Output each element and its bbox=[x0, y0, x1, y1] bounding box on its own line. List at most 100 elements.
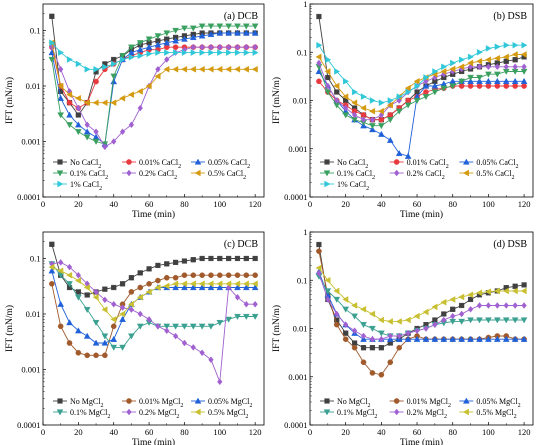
x-tick-label: 80 bbox=[448, 199, 457, 209]
data-point bbox=[216, 65, 223, 73]
data-point bbox=[145, 82, 152, 90]
data-point bbox=[234, 43, 241, 51]
data-point bbox=[155, 65, 161, 73]
data-point bbox=[48, 56, 56, 63]
data-point bbox=[111, 284, 117, 291]
legend-label: 0.5% MgCl2 bbox=[476, 408, 516, 420]
data-point bbox=[119, 304, 126, 311]
data-point bbox=[251, 23, 259, 30]
data-point bbox=[493, 317, 501, 324]
data-point bbox=[450, 59, 457, 67]
panel-d: 0 20 40 60 80 100 120 0.0001 0.001 0.01 0.1 1 Time (… bbox=[271, 227, 534, 445]
data-point bbox=[102, 352, 108, 359]
x-tick-label: 20 bbox=[341, 199, 350, 209]
y-tick-label: 0.01 bbox=[293, 96, 308, 106]
data-point bbox=[360, 332, 367, 340]
data-point bbox=[252, 255, 258, 262]
data-point bbox=[163, 65, 170, 73]
data-point bbox=[127, 300, 135, 308]
data-point bbox=[243, 255, 249, 262]
data-point bbox=[234, 49, 241, 56]
data-point bbox=[325, 82, 331, 90]
legend-item: 0.01% CaCl2 bbox=[122, 158, 181, 170]
data-point bbox=[66, 340, 73, 346]
data-point bbox=[378, 130, 385, 137]
data-point bbox=[252, 300, 258, 308]
data-point bbox=[58, 259, 64, 266]
data-point bbox=[441, 311, 447, 317]
data-point bbox=[386, 101, 393, 109]
data-point bbox=[369, 335, 376, 343]
data-point bbox=[93, 128, 99, 136]
data-point bbox=[226, 255, 232, 262]
data-point bbox=[395, 150, 403, 157]
y-tick-label: 0.01 bbox=[26, 81, 41, 91]
data-point bbox=[128, 275, 135, 281]
data-point bbox=[333, 82, 340, 90]
legend-label-text: 0.05% CaCl bbox=[208, 158, 248, 167]
data-point bbox=[386, 318, 393, 325]
data-point bbox=[190, 344, 196, 351]
data-point bbox=[83, 306, 91, 314]
data-point bbox=[189, 65, 196, 73]
legend-marker bbox=[57, 180, 64, 188]
data-point bbox=[119, 56, 126, 63]
x-tick-label: 60 bbox=[413, 199, 422, 209]
data-point bbox=[199, 49, 206, 56]
legend-label: 0.05% CaCl2 bbox=[208, 158, 250, 170]
data-point bbox=[75, 104, 82, 112]
legend-label: 0.5% CaCl2 bbox=[208, 169, 246, 181]
data-point bbox=[225, 43, 232, 51]
data-point bbox=[154, 284, 161, 291]
data-point bbox=[137, 284, 144, 291]
data-point bbox=[502, 335, 510, 342]
data-point bbox=[512, 57, 518, 63]
panel-c: 0 20 40 60 80 100 120 0.0001 0.001 0.01 0.1 Time (m… bbox=[4, 231, 265, 445]
legend-item: 0.05% CaCl2 bbox=[191, 158, 250, 170]
data-point bbox=[520, 335, 528, 342]
data-point bbox=[404, 152, 412, 159]
data-point bbox=[102, 296, 108, 304]
legend-label-sub: 2 bbox=[367, 403, 370, 409]
data-point bbox=[102, 286, 108, 292]
legend-marker bbox=[194, 169, 201, 177]
legend-label: 1% CaCl2 bbox=[337, 180, 369, 192]
x-tick-label: 20 bbox=[74, 199, 83, 209]
data-point bbox=[101, 333, 109, 340]
data-point bbox=[493, 77, 501, 84]
data-point bbox=[242, 65, 249, 73]
legend-label-sub: 2 bbox=[374, 414, 377, 420]
data-point bbox=[57, 82, 64, 90]
series-line bbox=[318, 273, 525, 340]
data-point bbox=[511, 77, 519, 84]
data-point bbox=[198, 23, 206, 30]
legend-label-sub: 2 bbox=[180, 403, 183, 409]
legend-item: 0.05% MgCl2 bbox=[459, 397, 521, 409]
legend-marker bbox=[462, 158, 470, 165]
data-point bbox=[84, 65, 91, 73]
y-tick-label: 0.1 bbox=[30, 253, 41, 263]
data-point bbox=[216, 319, 224, 326]
data-point bbox=[458, 293, 465, 301]
data-point bbox=[83, 128, 91, 135]
data-point bbox=[172, 332, 179, 340]
legend-label: 0.2% MgCl2 bbox=[407, 408, 447, 420]
x-tick-label: 100 bbox=[482, 427, 495, 437]
plot-frame bbox=[42, 231, 265, 426]
data-point bbox=[111, 60, 118, 68]
data-point bbox=[208, 356, 214, 364]
data-point bbox=[155, 262, 161, 269]
legend-item: 0.2% MgCl2 bbox=[389, 408, 447, 420]
legend-label-sub: 2 bbox=[243, 175, 246, 181]
legend-item: 0.1% CaCl2 bbox=[53, 169, 108, 181]
data-point bbox=[136, 40, 144, 47]
data-point bbox=[172, 49, 180, 56]
data-point bbox=[360, 359, 367, 366]
data-point bbox=[521, 302, 527, 309]
legend-item: 0.01% MgCl2 bbox=[122, 397, 183, 409]
legend-marker bbox=[462, 169, 469, 177]
data-point bbox=[146, 316, 152, 323]
data-point bbox=[378, 123, 385, 130]
data-point bbox=[476, 317, 483, 324]
data-point bbox=[199, 255, 205, 262]
